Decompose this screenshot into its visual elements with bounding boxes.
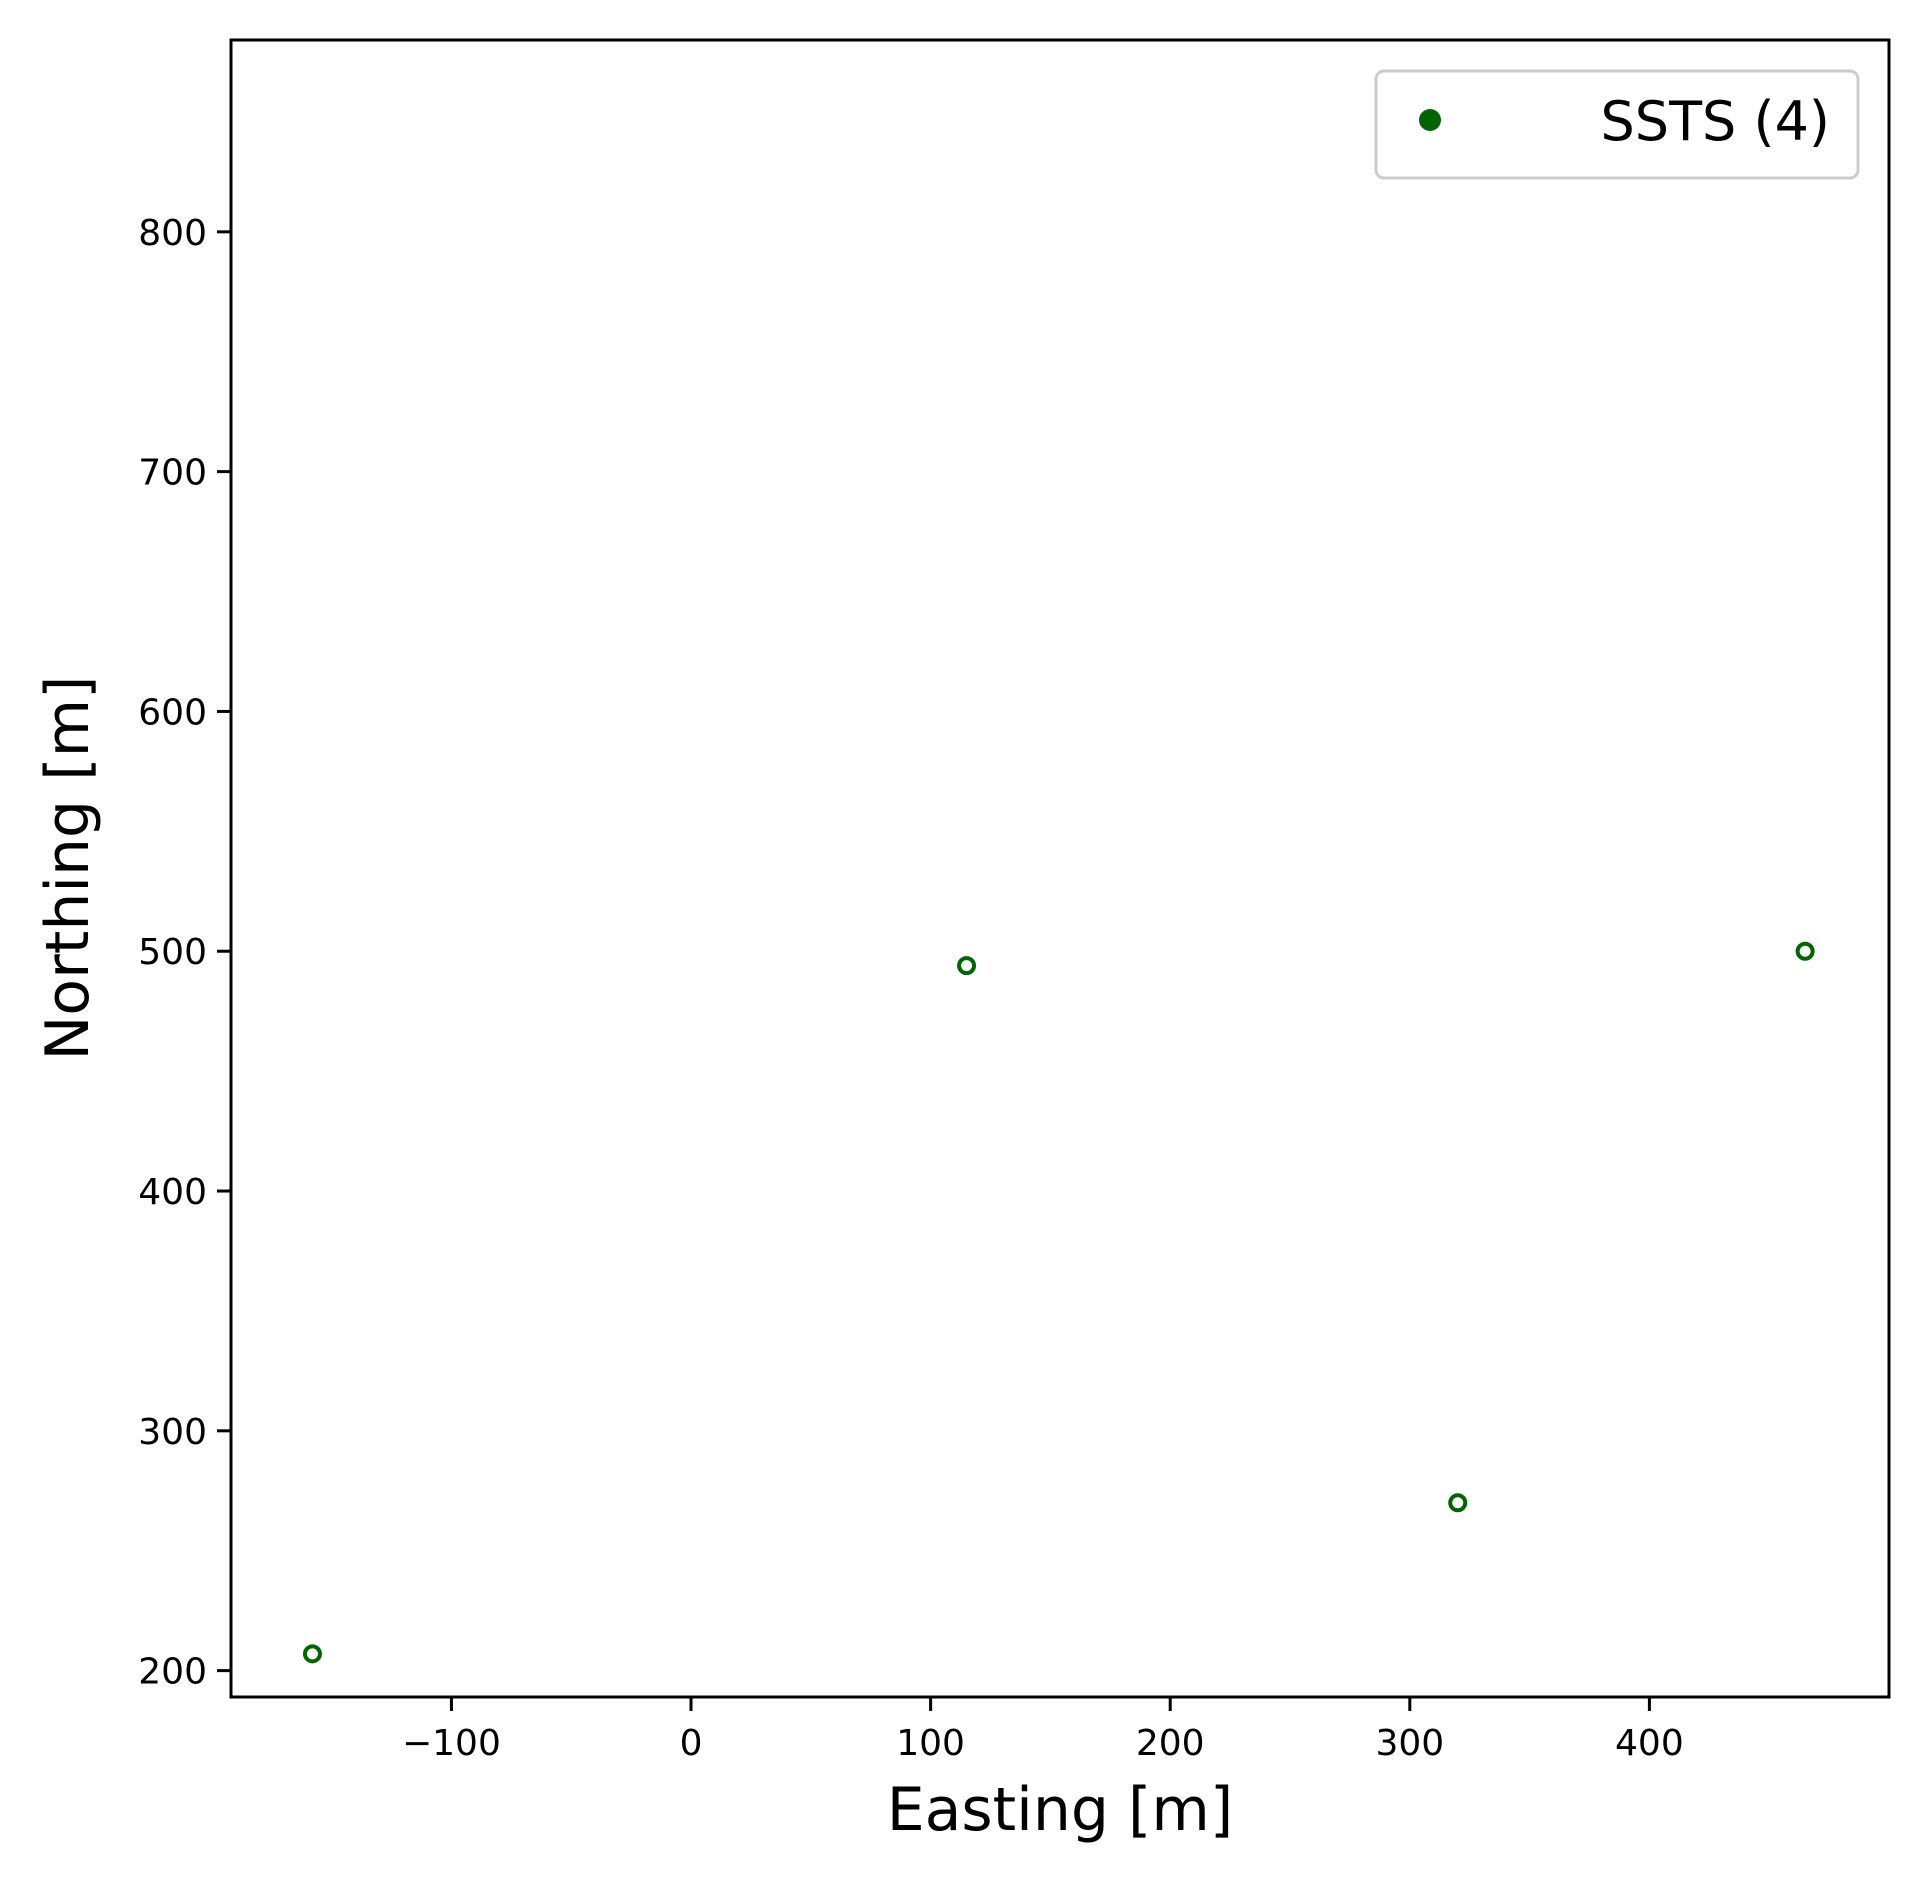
y-axis: 200 300 400 500 600 700 800: [138, 213, 231, 1693]
legend: SSTS (4): [1374, 69, 1860, 180]
legend-label: SSTS (4): [1601, 90, 1830, 153]
x-tick-label: 300: [1375, 1723, 1444, 1764]
data-point: [1448, 1493, 1468, 1513]
data-point: [1795, 941, 1815, 961]
y-tick-label: 500: [138, 932, 207, 973]
y-tick-label: 800: [138, 213, 207, 254]
y-tick-label: 400: [138, 1172, 207, 1213]
x-axis: −100 0 100 200 300 400: [402, 1697, 1684, 1764]
x-tick-label: −100: [402, 1723, 501, 1764]
y-tick-label: 600: [138, 692, 207, 733]
x-tick-label: 400: [1615, 1723, 1684, 1764]
legend-marker: [1419, 109, 1441, 131]
x-axis-title: Easting [m]: [887, 1775, 1234, 1845]
x-tick-label: 0: [680, 1723, 703, 1764]
x-tick-label: 200: [1136, 1723, 1205, 1764]
series-ssts-points: [302, 941, 1815, 1664]
y-tick-label: 300: [138, 1412, 207, 1453]
y-tick-label: 700: [138, 453, 207, 494]
axes-frame: [229, 38, 1891, 1699]
y-axis-title: Northing [m]: [33, 676, 103, 1061]
y-tick-label: 200: [138, 1652, 207, 1693]
x-tick-label: 100: [896, 1723, 965, 1764]
plot-area: [229, 38, 1891, 1699]
legend-box: [1374, 69, 1860, 180]
data-point: [302, 1644, 322, 1664]
data-point: [957, 956, 977, 976]
